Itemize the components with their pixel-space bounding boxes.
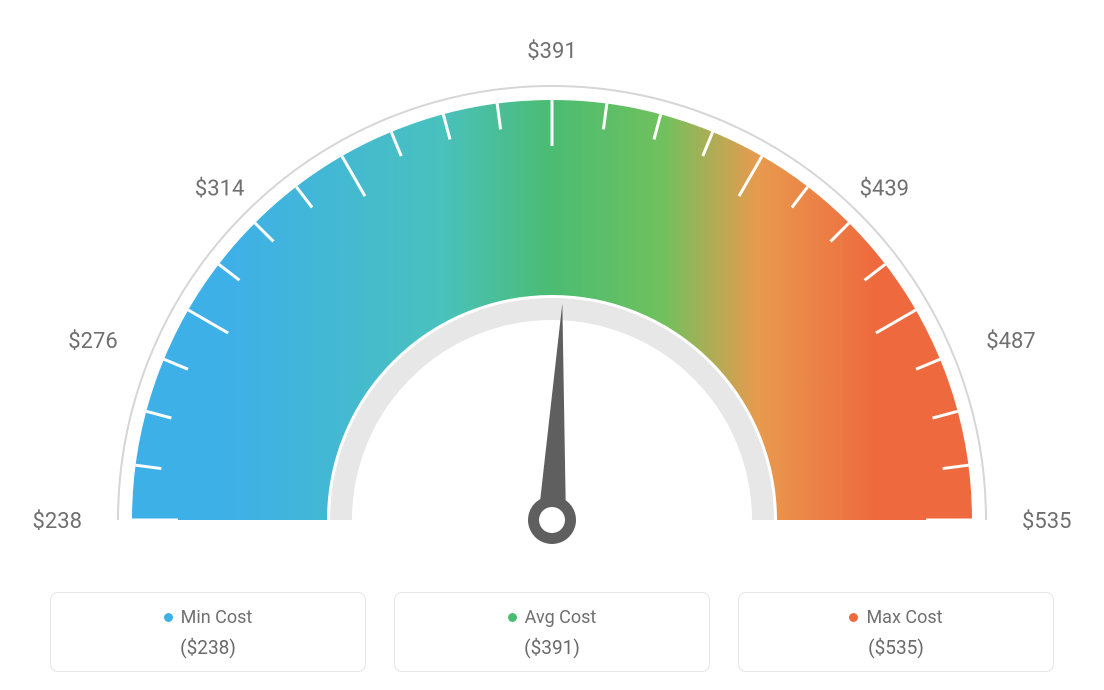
svg-text:$276: $276: [68, 329, 117, 354]
min-dot-icon: [164, 613, 173, 622]
svg-text:$314: $314: [195, 177, 244, 202]
svg-text:$238: $238: [33, 509, 82, 534]
min-cost-value: ($238): [61, 636, 355, 659]
summary-cards: Min Cost ($238) Avg Cost ($391) Max Cost…: [50, 592, 1054, 672]
avg-dot-icon: [508, 613, 517, 622]
max-dot-icon: [849, 613, 858, 622]
avg-cost-label: Avg Cost: [525, 607, 597, 628]
svg-text:$439: $439: [860, 177, 909, 202]
avg-cost-value: ($391): [405, 636, 699, 659]
avg-cost-card: Avg Cost ($391): [394, 592, 710, 672]
max-cost-label: Max Cost: [866, 607, 942, 628]
gauge-chart: $238 $276 $314 $391 $439 $487 $535: [0, 0, 1104, 560]
max-cost-value: ($535): [749, 636, 1043, 659]
gauge-cost-widget: $238 $276 $314 $391 $439 $487 $535 Min Cost ($…: [0, 0, 1104, 690]
max-cost-card: Max Cost ($535): [738, 592, 1054, 672]
min-cost-card: Min Cost ($238): [50, 592, 366, 672]
min-cost-label: Min Cost: [181, 607, 253, 628]
svg-text:$487: $487: [986, 329, 1035, 354]
svg-text:$391: $391: [527, 39, 576, 64]
svg-text:$535: $535: [1022, 509, 1071, 534]
